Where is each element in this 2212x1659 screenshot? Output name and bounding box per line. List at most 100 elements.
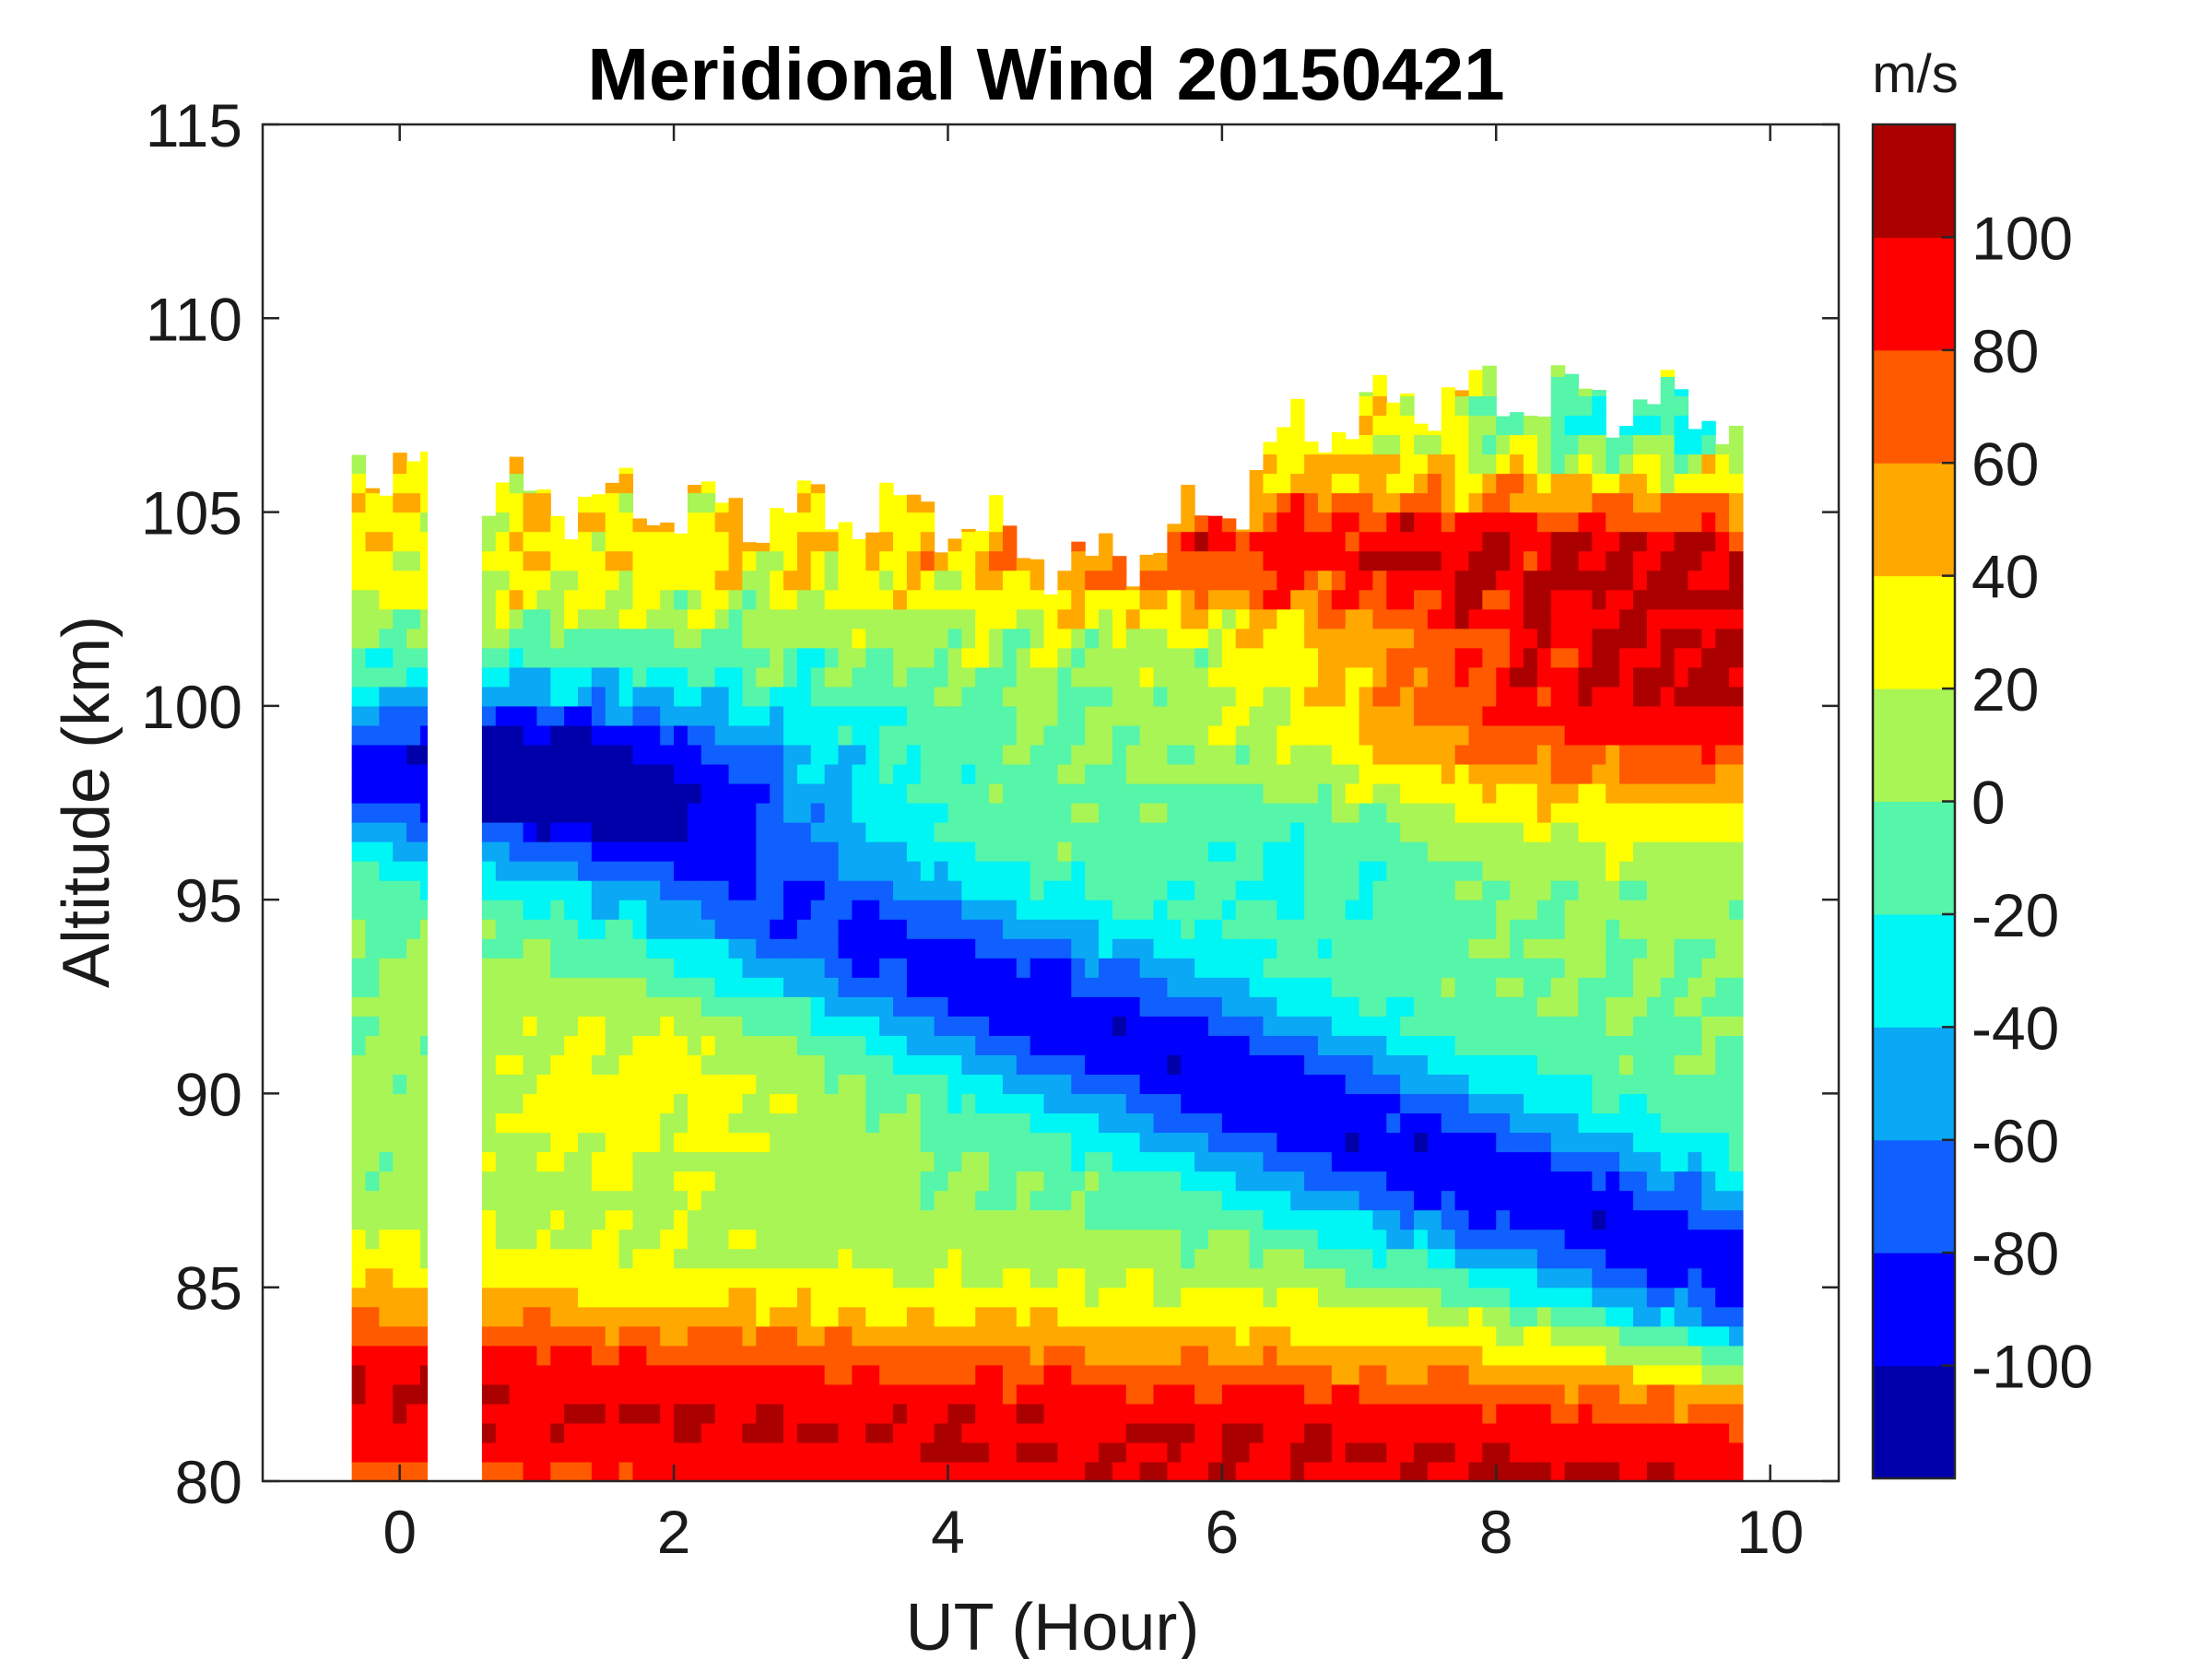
contour-cell — [1701, 1054, 1716, 1075]
contour-cell — [1317, 628, 1333, 649]
contour-cell — [1359, 880, 1374, 900]
contour-cell — [674, 1074, 688, 1095]
contour-cell — [1112, 1190, 1127, 1211]
contour-cell — [1578, 415, 1593, 436]
contour-cell — [1002, 1403, 1018, 1424]
contour-cell — [1564, 1325, 1580, 1347]
contour-cell — [1016, 763, 1031, 784]
contour-cell — [1701, 958, 1716, 978]
contour-cell — [481, 744, 497, 765]
contour-cell — [1235, 647, 1251, 668]
contour-cell — [1290, 763, 1305, 784]
contour-cell — [379, 495, 394, 513]
contour-cell — [714, 1383, 730, 1405]
contour-cell — [1194, 550, 1209, 571]
contour-cell — [920, 1325, 935, 1347]
contour-cell — [1331, 1306, 1347, 1327]
contour-cell — [1016, 1248, 1031, 1269]
contour-cell — [1386, 958, 1401, 978]
contour-cell — [1359, 1306, 1374, 1327]
contour-cell — [1345, 958, 1360, 978]
contour-cell — [893, 938, 908, 959]
contour-cell — [700, 628, 716, 649]
contour-cell — [1524, 1074, 1538, 1095]
contour-cell — [393, 1151, 407, 1172]
contour-cell — [536, 1364, 551, 1385]
contour-cell — [495, 724, 511, 746]
contour-cell — [1632, 628, 1648, 649]
contour-cell — [700, 647, 716, 668]
contour-cell — [674, 1035, 688, 1055]
contour-cell — [1099, 1151, 1113, 1172]
contour-cell — [1002, 1074, 1018, 1095]
contour-cell — [1277, 1171, 1291, 1192]
contour-cell — [770, 1151, 784, 1172]
contour-cell — [1468, 1074, 1483, 1095]
contour-cell — [1099, 782, 1113, 804]
contour-cell — [1043, 1229, 1059, 1250]
contour-cell — [852, 996, 866, 1017]
contour-cell — [1386, 1190, 1401, 1211]
contour-cell — [393, 531, 407, 552]
contour-cell — [783, 763, 798, 784]
contour-cell — [674, 1151, 688, 1172]
contour-cell — [989, 782, 1004, 804]
contour-cell — [550, 1364, 565, 1385]
contour-cell — [1030, 1093, 1045, 1114]
contour-cell — [865, 1248, 880, 1269]
contour-cell — [1057, 1267, 1072, 1288]
contour-cell — [1057, 705, 1072, 726]
contour-cell — [852, 1229, 866, 1250]
contour-cell — [1524, 453, 1538, 475]
contour-cell — [674, 608, 688, 629]
contour-cell — [646, 1403, 661, 1424]
contour-cell — [947, 919, 962, 939]
contour-cell — [1441, 1325, 1456, 1347]
contour-cell — [1646, 404, 1662, 417]
contour-cell — [1030, 1132, 1045, 1153]
contour-cell — [1564, 1422, 1580, 1443]
contour-cell — [1290, 1403, 1305, 1424]
contour-cell — [1688, 880, 1702, 900]
contour-cell — [1536, 782, 1552, 804]
contour-cell — [700, 1016, 716, 1036]
contour-cell — [1153, 1112, 1168, 1134]
contour-cell — [1071, 1093, 1086, 1114]
contour-cell — [1524, 1229, 1538, 1250]
contour-cell — [893, 1461, 908, 1481]
contour-cell — [393, 1074, 407, 1095]
contour-cell — [393, 1248, 407, 1269]
contour-cell — [1632, 1306, 1648, 1327]
contour-cell — [1578, 1383, 1593, 1405]
contour-cell — [714, 958, 730, 978]
contour-cell — [1345, 589, 1360, 610]
contour-cell — [1139, 1151, 1155, 1172]
contour-cell — [1606, 900, 1620, 920]
contour-cell — [618, 1461, 634, 1481]
contour-cell — [591, 666, 606, 688]
contour-cell — [1304, 705, 1319, 726]
contour-cell — [1578, 724, 1593, 746]
contour-cell — [1386, 1209, 1401, 1230]
contour-cell — [1441, 1074, 1456, 1095]
contour-cell — [728, 861, 744, 881]
contour-cell — [523, 763, 537, 784]
contour-cell — [578, 1383, 593, 1405]
contour-cell — [646, 880, 661, 900]
contour-cell — [1510, 1093, 1524, 1114]
contour-cell — [1606, 1151, 1620, 1172]
contour-cell — [1564, 415, 1580, 436]
contour-cell — [646, 1306, 661, 1327]
contour-cell — [961, 1054, 976, 1075]
contour-cell — [1441, 1016, 1456, 1036]
contour-cell — [365, 589, 380, 610]
contour-cell — [1578, 1325, 1593, 1347]
contour-cell — [1249, 1151, 1265, 1172]
contour-cell — [1125, 705, 1141, 726]
contour-cell — [660, 724, 675, 746]
contour-cell — [865, 550, 880, 571]
contour-cell — [879, 1267, 894, 1288]
contour-cell — [1057, 1132, 1072, 1153]
contour-cell — [838, 1306, 853, 1327]
contour-cell — [1688, 647, 1702, 668]
